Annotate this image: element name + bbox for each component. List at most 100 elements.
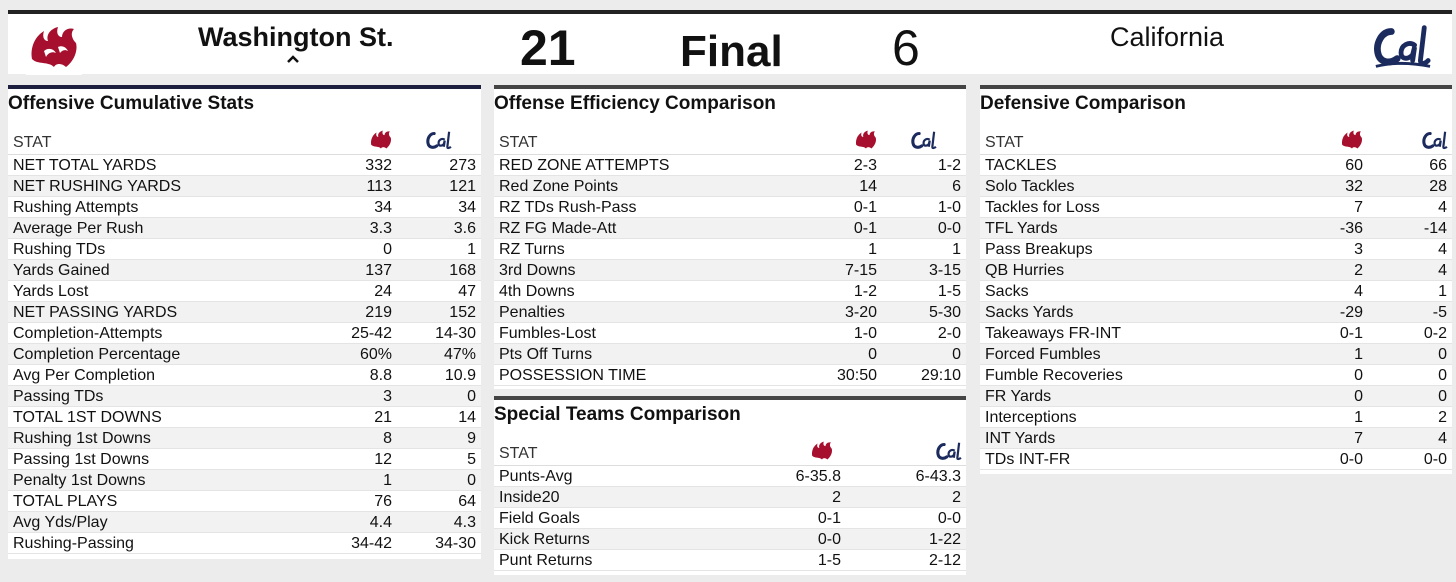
away-value: 4 — [1438, 199, 1447, 216]
away-value: 2 — [1438, 409, 1447, 426]
away-value: 5 — [467, 451, 476, 468]
away-value: 29:10 — [920, 367, 961, 384]
away-value: 1-22 — [928, 531, 961, 548]
table-header: STAT — [8, 119, 481, 155]
away-value: 1-5 — [937, 283, 961, 300]
away-value: 2-0 — [937, 325, 961, 342]
stat-label: Punts-Avg — [499, 468, 573, 485]
away-value: 34 — [458, 199, 476, 216]
table-row: Yards Lost 24 47 — [8, 281, 481, 302]
table-row: Passing 1st Downs 12 5 — [8, 449, 481, 470]
away-value: 121 — [449, 178, 476, 195]
stat-label: Fumbles-Lost — [499, 325, 596, 342]
away-value: 9 — [467, 430, 476, 447]
away-value: 14 — [458, 409, 476, 426]
stat-label: Avg Per Completion — [13, 367, 155, 384]
away-value: 66 — [1429, 157, 1447, 174]
table-row: RZ Turns 1 1 — [494, 239, 966, 260]
table-row: INT Yards 7 4 — [980, 428, 1452, 449]
stat-label: Passing 1st Downs — [13, 451, 150, 468]
away-value: 2-12 — [928, 552, 961, 569]
table-row: Penalties 3-20 5-30 — [494, 302, 966, 323]
away-value: 0-0 — [937, 220, 961, 237]
away-value: 152 — [449, 304, 476, 321]
away-value: 4 — [1438, 430, 1447, 447]
table-row: Fumbles-Lost 1-0 2-0 — [494, 323, 966, 344]
table-row: Forced Fumbles 1 0 — [980, 344, 1452, 365]
away-value: 0 — [467, 472, 476, 489]
away-value: 3-15 — [928, 262, 961, 279]
table-row: Avg Yds/Play 4.4 4.3 — [8, 512, 481, 533]
table-row: Sacks Yards -29 -5 — [980, 302, 1452, 323]
home-value: 0-0 — [1339, 451, 1363, 468]
home-value: 0 — [1354, 367, 1363, 384]
away-value: 0-0 — [1423, 451, 1447, 468]
home-team-name[interactable]: Washington St. — [198, 22, 394, 52]
home-value: 0-1 — [853, 199, 877, 216]
table-row: QB Hurries 2 4 — [980, 260, 1452, 281]
stat-label: RZ TDs Rush-Pass — [499, 199, 637, 216]
away-value: 0-2 — [1423, 325, 1447, 342]
cal-logo-icon — [846, 441, 966, 463]
stat-label: NET RUSHING YARDS — [13, 178, 182, 195]
cal-logo-icon — [1368, 130, 1452, 152]
home-value: 0-1 — [817, 510, 841, 527]
table-row: TFL Yards -36 -14 — [980, 218, 1452, 239]
away-value: 4 — [1438, 262, 1447, 279]
stat-label: Penalty 1st Downs — [13, 472, 146, 489]
away-value: 0 — [467, 388, 476, 405]
stat-column-header: STAT — [13, 134, 52, 151]
away-team-name[interactable]: California — [1110, 22, 1225, 52]
stat-label: TOTAL 1ST DOWNS — [13, 409, 162, 426]
stat-column-header: STAT — [985, 134, 1024, 151]
stat-column-header: STAT — [499, 134, 538, 151]
table-row: Punts-Avg 6-35.8 6-43.3 — [494, 466, 966, 487]
home-value: 3-20 — [844, 304, 877, 321]
home-value: 4.4 — [369, 514, 392, 531]
stat-label: Takeaways FR-INT — [985, 325, 1122, 342]
home-value: 2 — [1354, 262, 1363, 279]
card-title: Defensive Comparison — [980, 93, 1186, 114]
stat-label: TOTAL PLAYS — [13, 493, 118, 510]
table-row: Completion-Attempts 25-42 14-30 — [8, 323, 481, 344]
home-value: 14 — [859, 178, 877, 195]
stat-label: QB Hurries — [985, 262, 1065, 279]
home-value: -29 — [1339, 304, 1363, 321]
home-value: 2-3 — [853, 157, 877, 174]
wsu-logo-icon — [1296, 128, 1368, 152]
wsu-cougar-logo-icon — [24, 20, 84, 76]
stat-label: Red Zone Points — [499, 178, 619, 195]
away-value: 47 — [458, 283, 476, 300]
table-row: FR Yards 0 0 — [980, 386, 1452, 407]
home-value: 3 — [1354, 241, 1363, 258]
home-value: 24 — [374, 283, 392, 300]
chevron-up-icon[interactable] — [286, 52, 300, 66]
table-row: POSSESSION TIME 30:50 29:10 — [494, 365, 966, 386]
away-value: 1-0 — [937, 199, 961, 216]
home-value: 219 — [365, 304, 392, 321]
stat-label: NET TOTAL YARDS — [13, 157, 157, 174]
table-row: Solo Tackles 32 28 — [980, 176, 1452, 197]
away-value: 1-2 — [937, 157, 961, 174]
table-row: Punt Returns 1-5 2-12 — [494, 550, 966, 571]
home-value: 3.3 — [369, 220, 392, 237]
stat-label: FR Yards — [985, 388, 1052, 405]
table-row: RED ZONE ATTEMPTS 2-3 1-2 — [494, 155, 966, 176]
stat-label: Fumble Recoveries — [985, 367, 1123, 384]
away-value: 0 — [952, 346, 961, 363]
home-value: -36 — [1339, 220, 1363, 237]
home-value: 0-1 — [1339, 325, 1363, 342]
stat-label: RED ZONE ATTEMPTS — [499, 157, 670, 174]
table-row: Red Zone Points 14 6 — [494, 176, 966, 197]
away-value: 5-30 — [928, 304, 961, 321]
away-value: 0 — [1438, 346, 1447, 363]
home-value: 1-2 — [853, 283, 877, 300]
table-row: Takeaways FR-INT 0-1 0-2 — [980, 323, 1452, 344]
home-value: 60% — [359, 346, 392, 363]
stat-label: Field Goals — [499, 510, 580, 527]
away-value: -5 — [1432, 304, 1447, 321]
table-row: RZ FG Made-Att 0-1 0-0 — [494, 218, 966, 239]
away-value: 28 — [1429, 178, 1447, 195]
table-row: Kick Returns 0-0 1-22 — [494, 529, 966, 550]
table-row: Field Goals 0-1 0-0 — [494, 508, 966, 529]
